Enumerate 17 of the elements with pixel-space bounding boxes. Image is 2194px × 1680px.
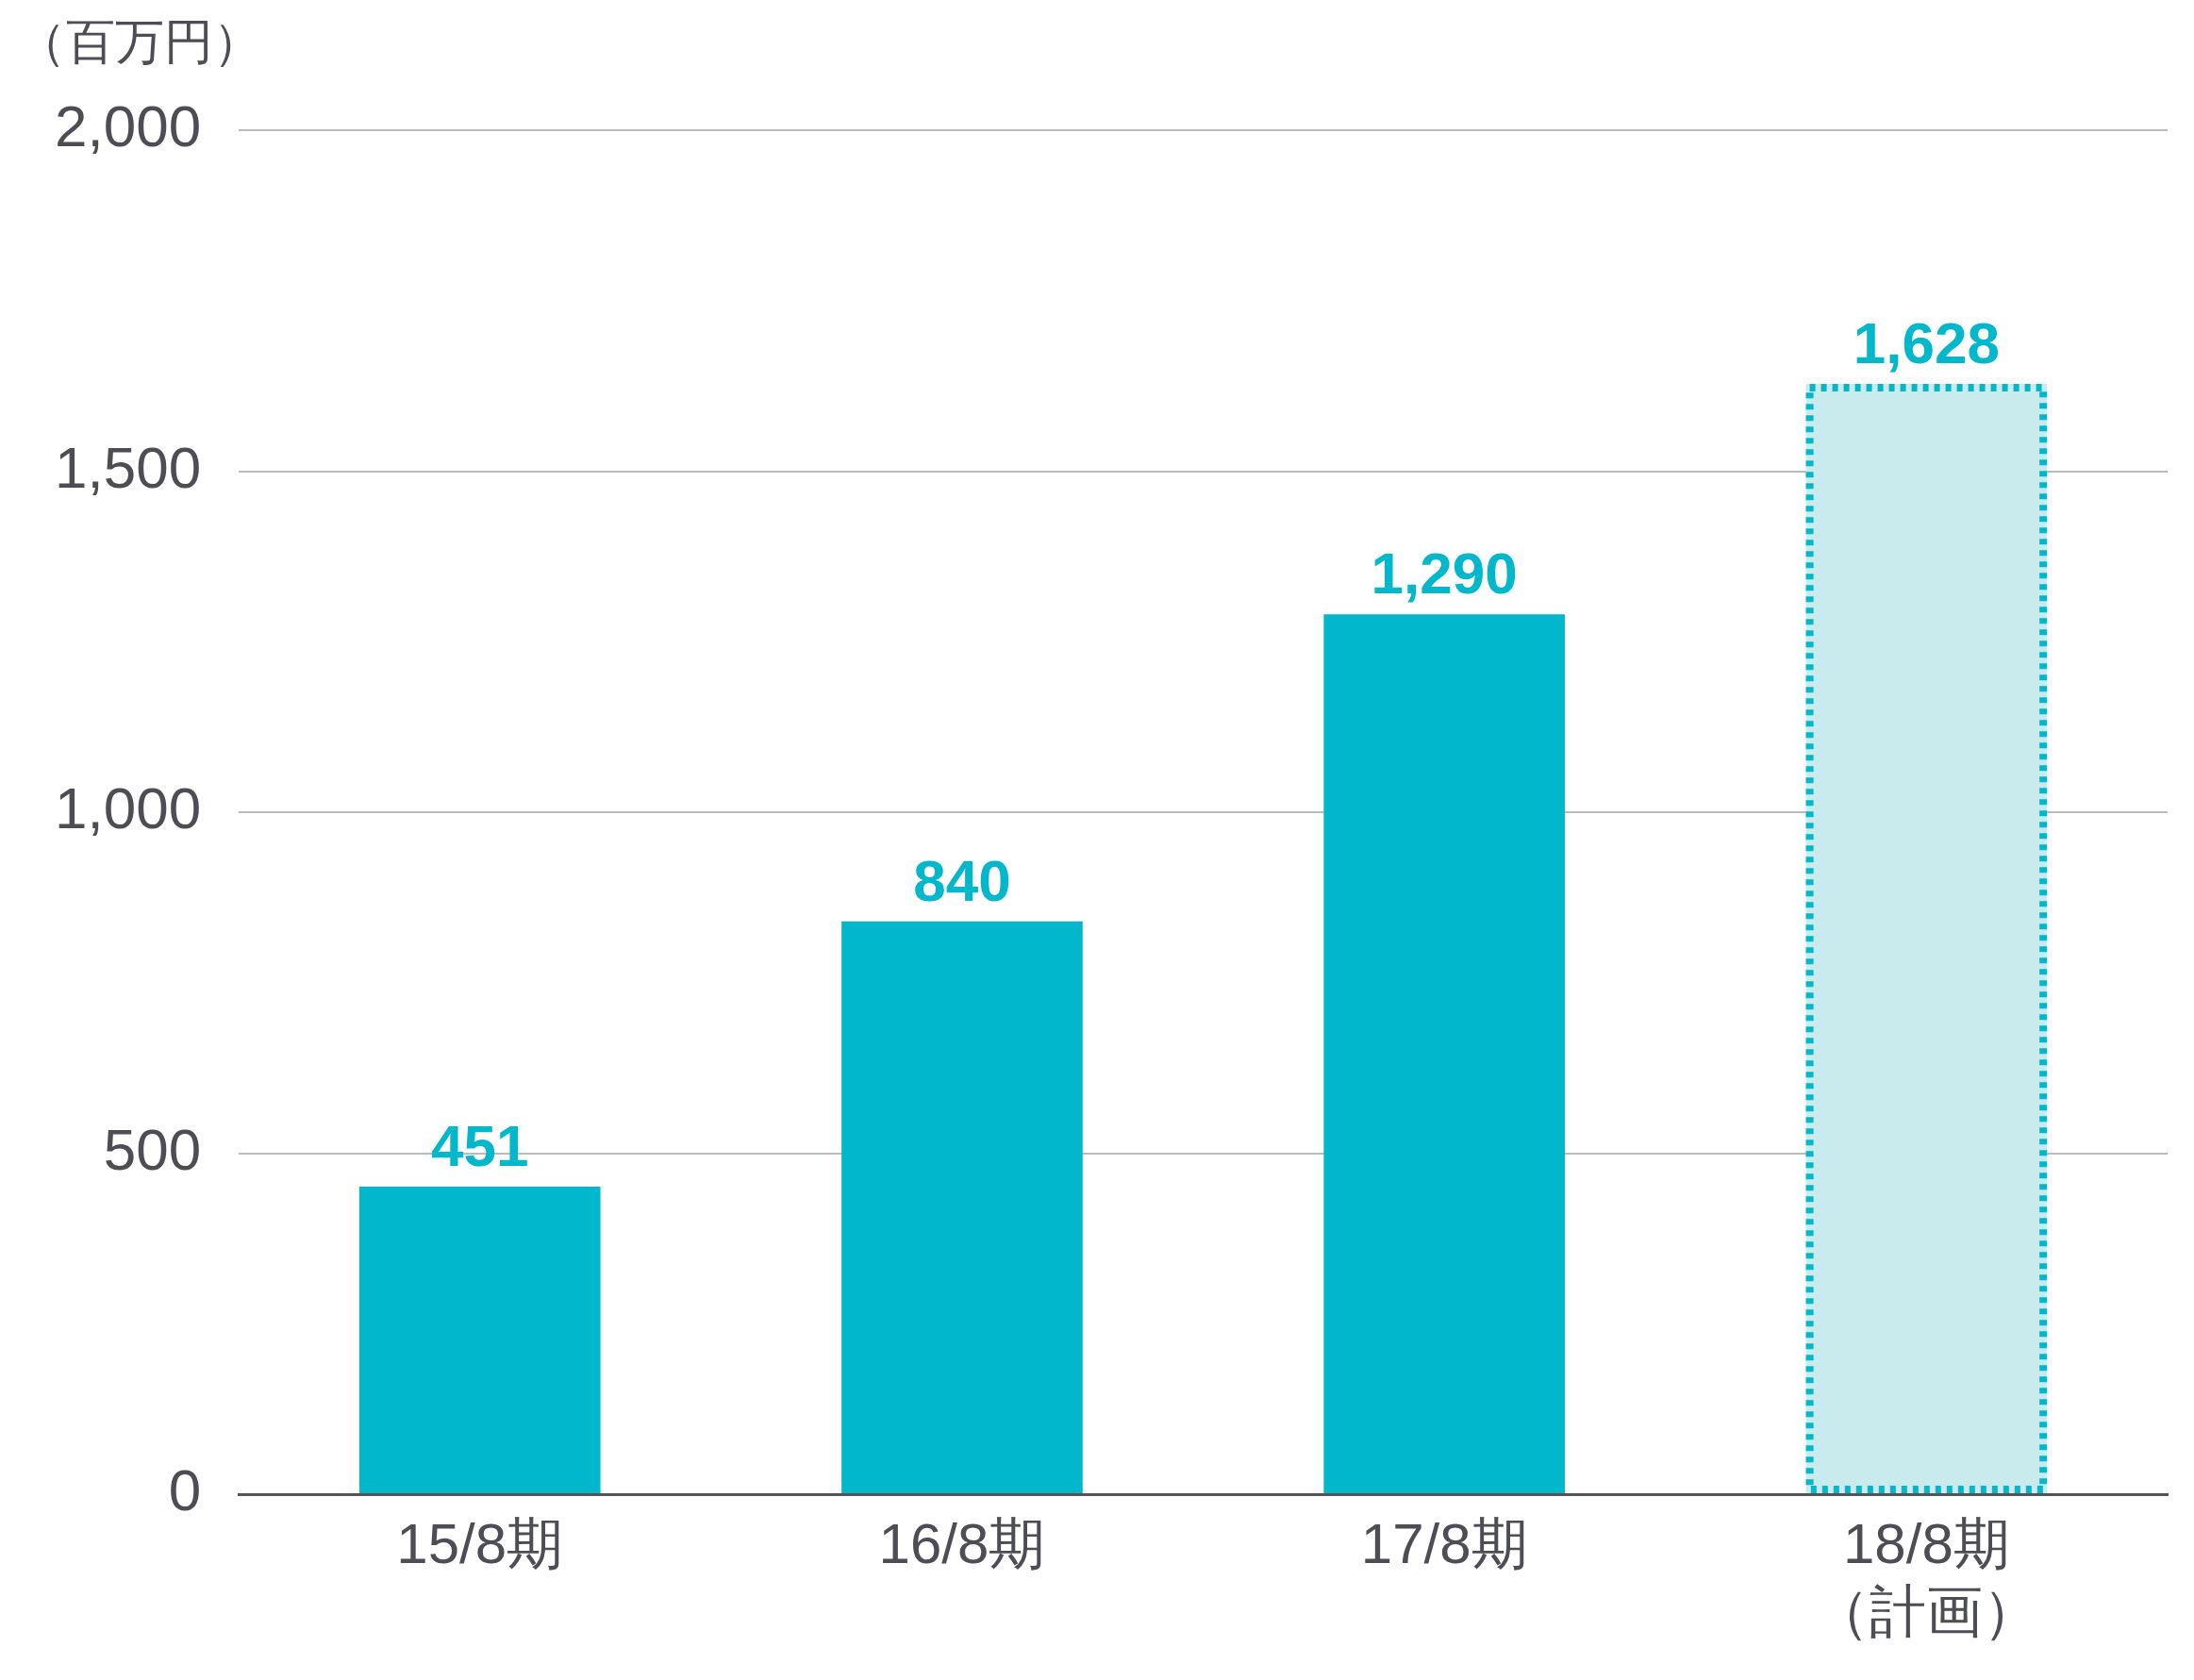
y-tick-label: 1,000 — [55, 775, 202, 841]
y-tick-label: 1,500 — [55, 434, 202, 500]
bar — [841, 921, 1083, 1493]
bar — [1323, 614, 1565, 1493]
data-label: 1,628 — [1853, 310, 2000, 376]
y-tick-label: 500 — [103, 1116, 202, 1182]
data-label: 840 — [913, 847, 1011, 913]
y-tick-label: 0 — [168, 1457, 202, 1523]
y-tick-label: 2,000 — [55, 93, 202, 159]
y-axis-title: （百万円） — [17, 14, 262, 70]
x-tick-label: 17/8期 — [1360, 1511, 1528, 1575]
x-tick-label: 15/8期 — [396, 1511, 564, 1575]
data-label: 1,290 — [1371, 541, 1518, 607]
bar — [358, 1186, 601, 1493]
x-tick-label: 16/8期 — [878, 1511, 1046, 1575]
x-tick-label: 18/8期（計画） — [1813, 1511, 2040, 1643]
data-label: 451 — [431, 1113, 529, 1179]
